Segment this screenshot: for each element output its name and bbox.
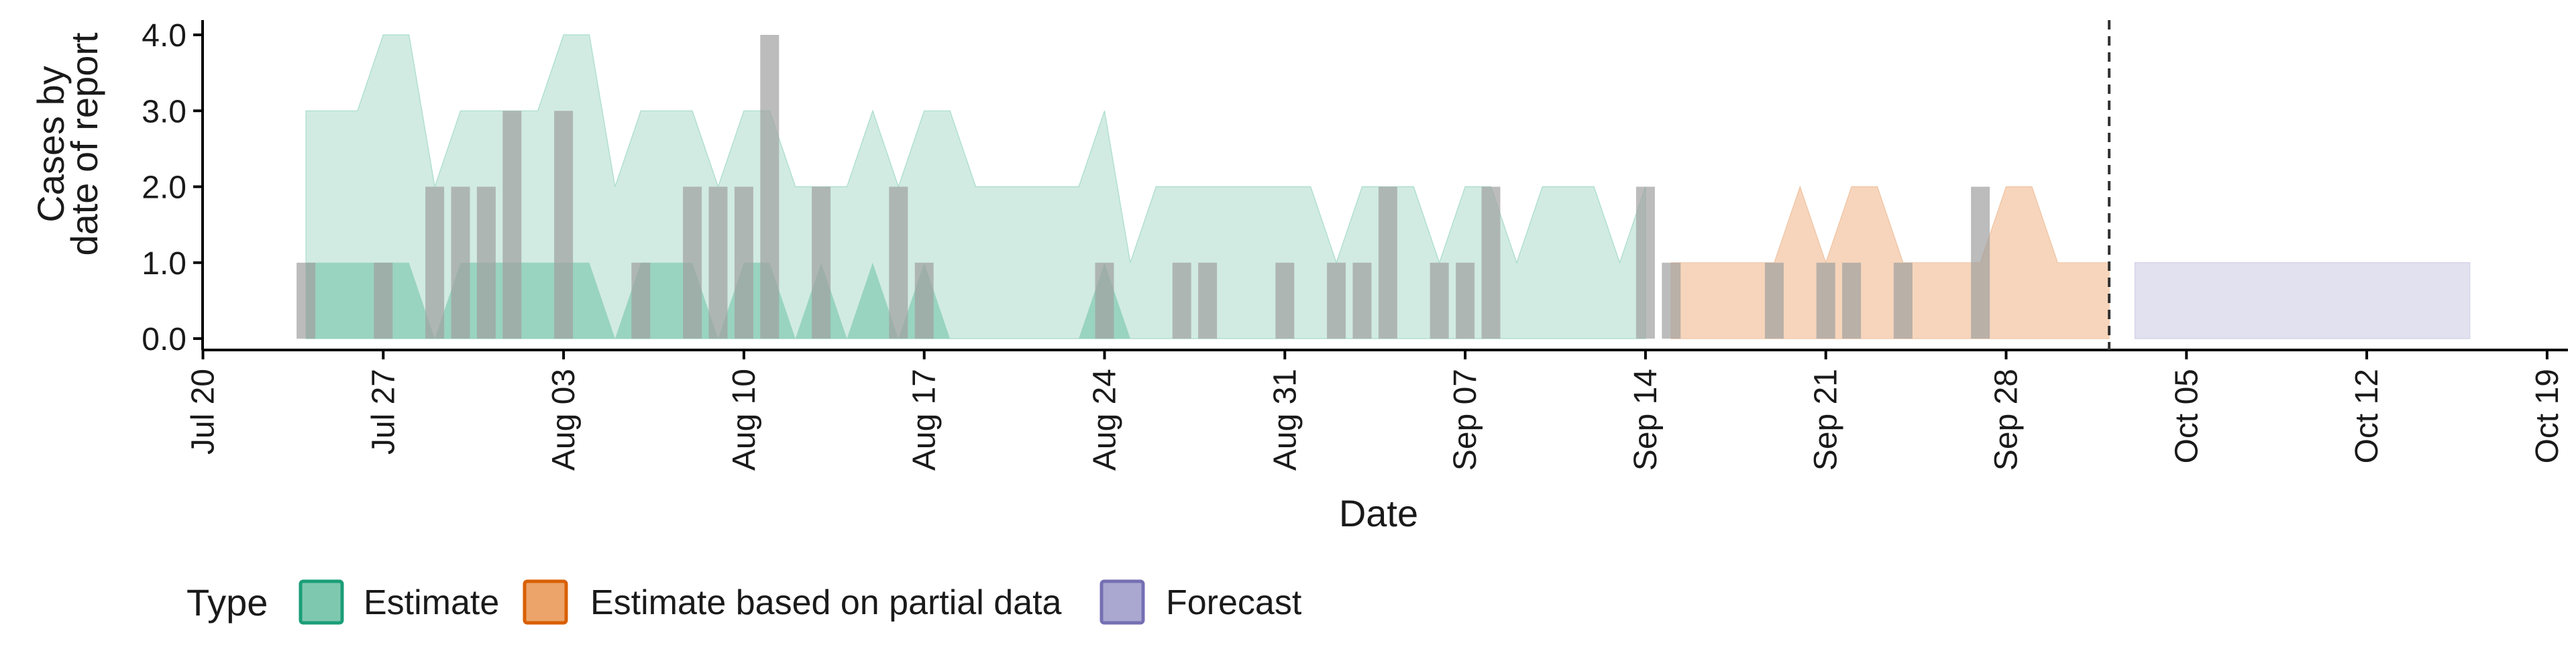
bar-reported-2020-08-13 bbox=[812, 186, 831, 339]
bar-reported-2020-07-24 bbox=[297, 262, 316, 339]
bar-reported-2020-09-15 bbox=[1662, 262, 1681, 339]
x-tick-label: Aug 24 bbox=[1087, 369, 1123, 471]
legend-key-2 bbox=[1099, 579, 1145, 625]
bar-reported-2020-08-09 bbox=[708, 186, 728, 339]
bar-reported-2020-08-31 bbox=[1275, 262, 1295, 339]
bar-reported-2020-08-24 bbox=[1095, 262, 1114, 339]
x-tick-label: Aug 31 bbox=[1267, 369, 1303, 471]
legend-key-1 bbox=[523, 579, 568, 625]
x-tick-label: Aug 17 bbox=[907, 369, 943, 471]
y-tick-label: 1.0 bbox=[142, 246, 186, 282]
bar-reported-2020-09-27 bbox=[1971, 186, 1990, 339]
y-tick-label: 3.0 bbox=[142, 94, 186, 129]
legend-label-0: Estimate bbox=[364, 583, 499, 622]
y-tick-label: 0.0 bbox=[142, 322, 186, 357]
bar-reported-2020-09-02 bbox=[1327, 262, 1346, 339]
estimate-outer-band-layer bbox=[305, 34, 1646, 339]
bar-reported-2020-07-29 bbox=[425, 186, 445, 339]
bar-reported-2020-07-27 bbox=[374, 262, 393, 339]
legend-key-0 bbox=[299, 579, 344, 625]
x-tick-label: Jul 27 bbox=[366, 369, 401, 455]
bar-reported-2020-07-31 bbox=[476, 186, 496, 339]
bar-reported-2020-09-19 bbox=[1764, 262, 1784, 339]
partial-estimate-band-layer bbox=[1670, 185, 2110, 339]
bar-reported-2020-09-24 bbox=[1893, 262, 1913, 339]
legend-label-1: Estimate based on partial data bbox=[590, 583, 1062, 622]
reported-cases-bars bbox=[297, 35, 1990, 339]
y-axis-title-line1: Cases by bbox=[30, 66, 72, 222]
y-tick-label: 2.0 bbox=[142, 170, 186, 206]
bar-reported-2020-08-01 bbox=[502, 111, 522, 339]
x-axis-title: Date bbox=[1339, 492, 1418, 534]
x-tick-label: Aug 10 bbox=[727, 369, 762, 471]
x-tick-label: Sep 14 bbox=[1628, 369, 1664, 471]
axes-layer bbox=[201, 20, 2568, 351]
bar-reported-2020-08-27 bbox=[1172, 262, 1191, 339]
x-tick-label: Sep 07 bbox=[1448, 369, 1483, 471]
bar-reported-2020-09-14 bbox=[1635, 186, 1655, 339]
y-tick-label: 4.0 bbox=[142, 18, 186, 54]
bar-reported-2020-08-03 bbox=[554, 111, 574, 339]
bar-reported-2020-07-30 bbox=[451, 186, 470, 339]
axis-titles: Cases by date of report Date bbox=[30, 32, 1418, 534]
legend-title: Type bbox=[186, 581, 268, 624]
bar-reported-2020-09-21 bbox=[1816, 262, 1835, 339]
bar-reported-2020-09-06 bbox=[1430, 262, 1449, 339]
partial-inner-band bbox=[1671, 262, 2110, 339]
x-tick-label: Oct 19 bbox=[2530, 369, 2565, 463]
y-axis-title-line2: date of report bbox=[63, 32, 105, 256]
bar-reported-2020-09-03 bbox=[1352, 262, 1372, 339]
y-axis-ticks: 0.0 1.0 2.0 3.0 4.0 bbox=[142, 18, 203, 357]
x-tick-label: Aug 03 bbox=[546, 369, 582, 471]
bar-reported-2020-08-16 bbox=[889, 186, 908, 339]
x-tick-label: Oct 05 bbox=[2169, 369, 2204, 463]
bar-reported-2020-09-08 bbox=[1481, 186, 1501, 339]
bar-reported-2020-08-08 bbox=[683, 186, 702, 339]
bar-reported-2020-08-06 bbox=[631, 262, 651, 339]
legend: Type Estimate Estimate based on partial d… bbox=[186, 579, 1302, 625]
forecast-band-layer bbox=[2134, 262, 2471, 339]
legend-label-2: Forecast bbox=[1166, 583, 1302, 622]
bar-reported-2020-09-22 bbox=[1842, 262, 1862, 339]
x-axis-ticks: Jul 20 Jul 27 Aug 03 Aug 10 Aug 17 Aug 24 Aug … bbox=[186, 350, 2565, 471]
x-tick-label: Sep 28 bbox=[1989, 369, 2025, 471]
forecast-band bbox=[2134, 262, 2471, 339]
bar-reported-2020-08-28 bbox=[1198, 262, 1218, 339]
bar-reported-2020-08-10 bbox=[734, 186, 753, 339]
estimate-outer-band bbox=[305, 34, 1646, 339]
bar-reported-2020-09-07 bbox=[1456, 262, 1475, 339]
x-tick-label: Sep 21 bbox=[1809, 369, 1844, 471]
bar-reported-2020-08-11 bbox=[760, 35, 780, 339]
bar-reported-2020-08-17 bbox=[914, 262, 934, 339]
x-tick-label: Oct 12 bbox=[2349, 369, 2385, 463]
bar-reported-2020-09-04 bbox=[1378, 186, 1397, 339]
x-tick-label: Jul 20 bbox=[186, 369, 221, 455]
